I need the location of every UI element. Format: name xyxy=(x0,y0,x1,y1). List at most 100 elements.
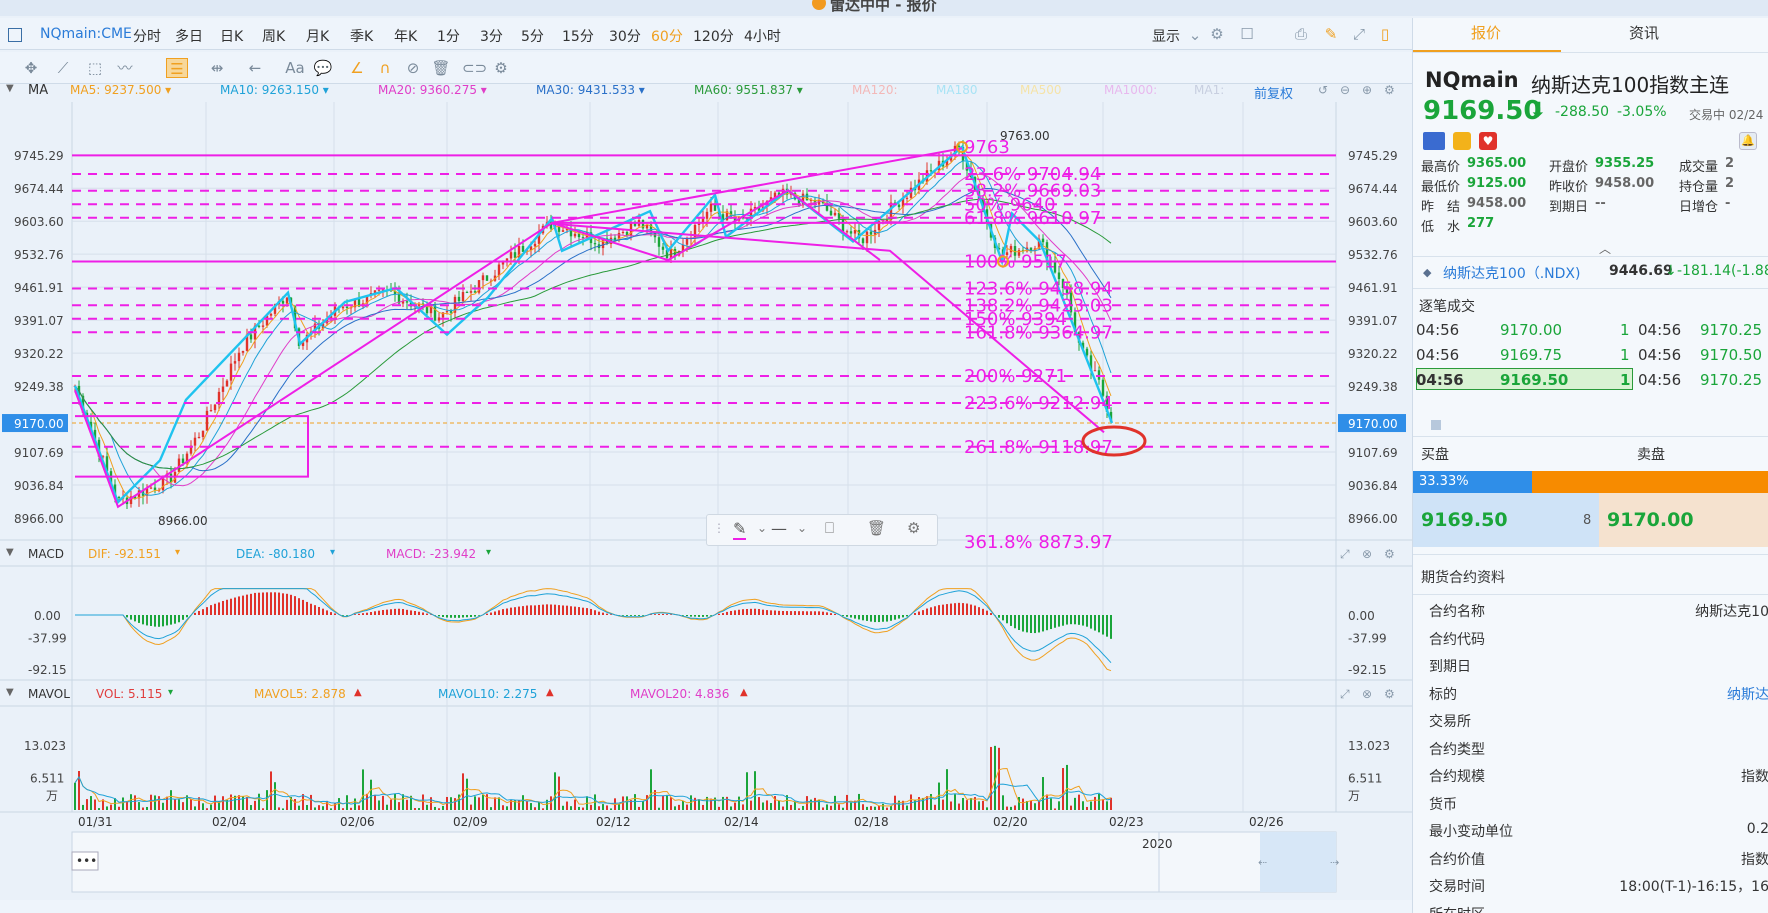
alert-bell-icon[interactable]: 🔔 xyxy=(1739,132,1757,150)
camera-icon[interactable]: ⎙ xyxy=(1294,25,1307,43)
period-tab[interactable]: 多日 xyxy=(175,29,203,45)
close-icon[interactable]: ⊗ xyxy=(1362,687,1373,701)
expand-chevron-icon[interactable]: ︿ xyxy=(1599,242,1612,256)
collapse-icon[interactable]: ▼ xyxy=(6,547,14,558)
pencil-icon[interactable]: ✎ xyxy=(1324,25,1338,43)
arrow-tool-icon[interactable]: ← xyxy=(248,59,262,77)
period-tab[interactable]: 15分 xyxy=(562,29,594,45)
period-tab[interactable]: 年K xyxy=(394,29,418,45)
period-tab[interactable]: 周K xyxy=(262,29,286,45)
adjust-mode-button[interactable]: 前复权 xyxy=(1254,87,1294,102)
rect-select-icon[interactable]: ⬚ xyxy=(87,59,103,77)
candle-body xyxy=(237,352,241,362)
line-style-icon[interactable]: — xyxy=(771,519,787,538)
favorite-heart-icon[interactable]: ♥ xyxy=(1479,132,1497,150)
candle-body xyxy=(521,245,525,252)
candle-body xyxy=(865,231,869,244)
layout-icon[interactable]: ☐ xyxy=(1240,25,1254,43)
candle-body xyxy=(797,199,801,206)
collapse-icon[interactable]: ▼ xyxy=(6,83,14,94)
candle-body xyxy=(433,305,437,321)
settings-icon[interactable]: ⚙ xyxy=(494,59,508,77)
symbol-selector[interactable]: NQmain:CME xyxy=(40,26,132,42)
crosshair-icon[interactable]: ✥ xyxy=(24,59,38,77)
tick-time: 04:56 xyxy=(1638,346,1682,364)
minus-icon[interactable]: ⊖ xyxy=(1340,83,1351,97)
period-tab[interactable]: 季K xyxy=(350,29,374,45)
plus-icon[interactable]: ⊕ xyxy=(1362,83,1373,97)
collapse-icon[interactable]: ▼ xyxy=(6,687,14,698)
period-tab[interactable]: 4小时 xyxy=(744,29,781,45)
period-tab[interactable]: 5分 xyxy=(521,29,544,45)
panel-toggle-icon[interactable]: ▯ xyxy=(1380,25,1390,43)
period-tab[interactable]: 月K xyxy=(306,29,330,45)
comment-icon[interactable]: 💬 xyxy=(313,59,333,77)
candle-body xyxy=(509,252,513,259)
period-tab[interactable]: 120分 xyxy=(693,29,734,45)
measure-icon[interactable]: ⇹ xyxy=(210,59,224,77)
fullscreen-icon[interactable]: ⤢ xyxy=(1352,25,1365,43)
period-tab[interactable]: 3分 xyxy=(480,29,503,45)
candle-body xyxy=(1061,279,1065,289)
index-name-link[interactable]: 纳斯达克100（.NDX) xyxy=(1443,266,1581,282)
table-row-selected[interactable]: 04:56 9169.50 1 04:56 9170.25 xyxy=(1416,368,1766,393)
bid-box[interactable]: 9169.50 8 xyxy=(1413,493,1599,547)
stat-value: 9365.00 xyxy=(1467,156,1527,171)
chevron-down-icon[interactable]: ⌄ xyxy=(757,521,768,535)
line-tool-icon[interactable]: ⟋ xyxy=(57,59,69,77)
color-picker-icon[interactable]: ✎ xyxy=(733,519,747,540)
angle-tool-icon[interactable]: ∠ xyxy=(350,59,364,77)
chart-canvas[interactable]: 9745.29 9745.29 9674.44 9674.44 9603.60 9603.… xyxy=(0,0,1412,913)
candle-body xyxy=(465,292,469,294)
link-icon[interactable]: ⊂⊃ xyxy=(462,59,488,77)
list-item: 合约类型 xyxy=(1413,736,1768,764)
period-tab[interactable]: 日K xyxy=(220,29,244,45)
contract-field-value[interactable]: 纳斯达 xyxy=(1727,686,1768,703)
mavol5-line xyxy=(74,767,1112,807)
sidebar-toggle-icon[interactable] xyxy=(8,28,22,42)
period-tab[interactable]: 1分 xyxy=(437,29,460,45)
candle-body xyxy=(513,252,517,258)
list-item: 所在时区 xyxy=(1413,901,1768,913)
gear-icon[interactable]: ⚙ xyxy=(1210,25,1224,43)
trash-icon[interactable]: 🗑 xyxy=(431,59,451,77)
dropdown-chevron-icon[interactable]: ⌄ xyxy=(1188,26,1202,44)
wave-tool-icon[interactable]: 〰 xyxy=(117,59,133,77)
tab-quote[interactable]: 报价 xyxy=(1471,24,1502,42)
candle-body xyxy=(665,249,669,259)
text-tool-icon[interactable]: Aa xyxy=(285,59,305,77)
ask-box[interactable]: 9170.00 xyxy=(1599,493,1768,547)
candle-body xyxy=(953,145,957,157)
candle-body xyxy=(965,160,969,171)
display-dropdown[interactable]: 显示 xyxy=(1152,29,1180,45)
period-tab[interactable]: 30分 xyxy=(609,29,641,45)
fib-label: 150% 9394 xyxy=(964,309,1067,330)
candle-body xyxy=(561,230,565,232)
candle-body xyxy=(181,458,185,464)
fib-tool-icon[interactable]: ☰ xyxy=(166,58,188,78)
candle-body xyxy=(593,243,597,245)
trash-icon[interactable]: 🗑 xyxy=(867,519,887,537)
y-tick-label-right: 9745.29 xyxy=(1348,149,1398,163)
expand-icon[interactable]: ⤢ xyxy=(1340,687,1350,701)
contract-field-label: 合约规模 xyxy=(1429,769,1485,785)
drag-handle-icon[interactable]: ⋮ xyxy=(713,521,725,535)
reset-icon[interactable]: ↺ xyxy=(1318,83,1329,97)
lock-icon[interactable]: ⎕ xyxy=(825,519,835,537)
x-tick-label: 02/04 xyxy=(212,815,247,829)
gear-icon[interactable]: ⚙ xyxy=(1384,687,1395,701)
chevron-down-icon[interactable]: ⌄ xyxy=(797,521,808,535)
gear-icon[interactable]: ⚙ xyxy=(907,519,921,537)
stat-label: 日增仓 xyxy=(1679,200,1719,215)
period-tab-active[interactable]: 60分 xyxy=(651,29,683,45)
gear-icon[interactable]: ⚙ xyxy=(1384,547,1395,561)
expand-icon[interactable]: ⤢ xyxy=(1340,547,1350,561)
tab-news[interactable]: 资讯 xyxy=(1629,24,1660,42)
magnet-icon[interactable]: ∩ xyxy=(379,59,391,77)
scroll-thumb[interactable] xyxy=(1431,420,1441,430)
hide-drawings-icon[interactable]: ⊘ xyxy=(406,59,420,77)
close-icon[interactable]: ⊗ xyxy=(1362,547,1373,561)
period-tab[interactable]: 分时 xyxy=(133,29,161,45)
candle-body xyxy=(729,211,733,217)
gear-icon[interactable]: ⚙ xyxy=(1384,83,1395,97)
